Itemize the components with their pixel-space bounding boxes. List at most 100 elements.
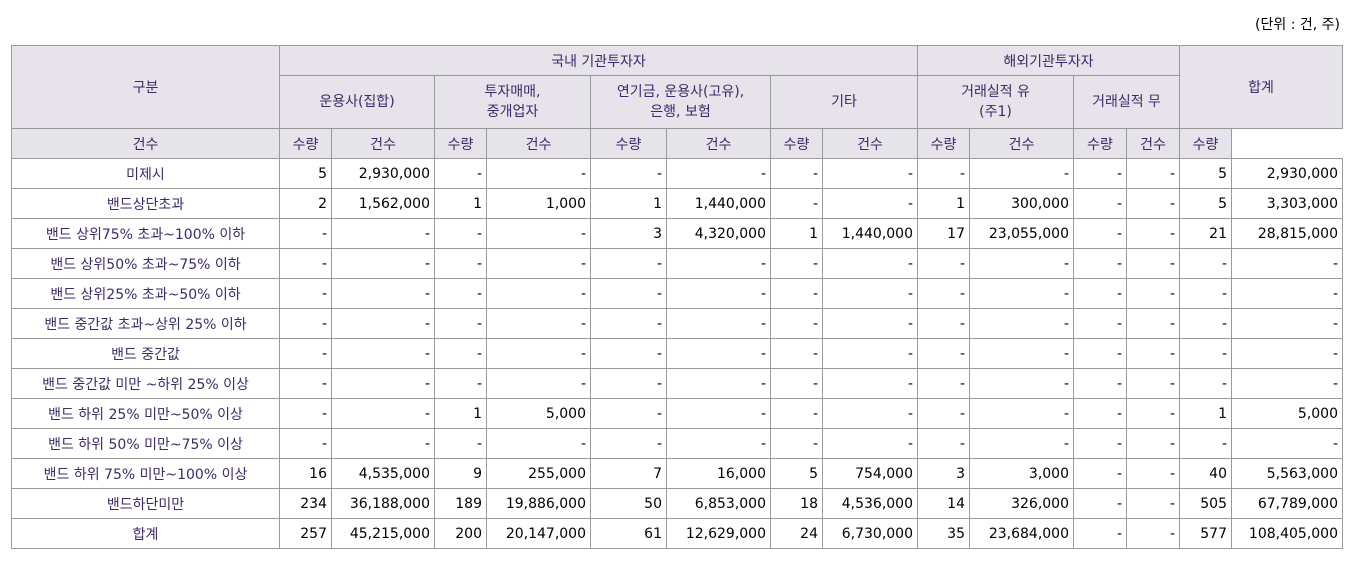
quantity-cell: -: [331, 398, 435, 429]
row-label: 밴드 상위25% 초과~50% 이하: [11, 278, 280, 309]
quantity-cell: -: [1126, 428, 1180, 459]
quantity-cell: -: [1126, 188, 1180, 219]
count-cell: -: [1073, 308, 1127, 339]
quantity-cell: -: [486, 278, 591, 309]
count-cell: 3: [590, 218, 667, 249]
count-cell: -: [1073, 218, 1127, 249]
quantity-cell: 2,930,000: [1231, 158, 1343, 189]
table-row: 밴드 중간값 미만 ~하위 25% 이상 - - - - - - - - - - - - - -: [11, 368, 1343, 399]
quantity-cell: -: [486, 218, 591, 249]
quantity-cell: -: [969, 158, 1074, 189]
quantity-cell: -: [1126, 308, 1180, 339]
quantity-cell: 4,536,000: [822, 488, 918, 519]
row-label: 밴드 하위 50% 미만~75% 이상: [11, 428, 280, 459]
quantity-cell: 16,000: [666, 458, 771, 489]
header-count: 건수: [822, 128, 918, 159]
count-cell: 50: [590, 488, 667, 519]
header-quantity: 수량: [770, 128, 823, 159]
count-cell: -: [770, 368, 823, 399]
count-cell: 9: [434, 458, 487, 489]
header-domestic-investors: 국내 기관투자자: [279, 45, 918, 76]
header-quantity: 수량: [590, 128, 667, 159]
quantity-cell: -: [486, 338, 591, 369]
quantity-cell: -: [1126, 398, 1180, 429]
count-cell: -: [917, 368, 970, 399]
count-cell: 16: [279, 458, 332, 489]
quantity-cell: 4,320,000: [666, 218, 771, 249]
row-label: 밴드 중간값 초과~상위 25% 이하: [11, 308, 280, 339]
count-cell: 505: [1179, 488, 1232, 519]
header-quantity: 수량: [1179, 128, 1232, 159]
quantity-cell: 4,535,000: [331, 458, 435, 489]
count-cell: -: [917, 158, 970, 189]
quantity-cell: -: [666, 428, 771, 459]
count-cell: -: [770, 188, 823, 219]
quantity-cell: 45,215,000: [331, 518, 435, 549]
quantity-cell: -: [1231, 278, 1343, 309]
quantity-cell: -: [666, 368, 771, 399]
quantity-cell: 5,563,000: [1231, 458, 1343, 489]
count-cell: -: [917, 248, 970, 279]
quantity-cell: 255,000: [486, 458, 591, 489]
count-cell: -: [279, 308, 332, 339]
count-cell: 21: [1179, 218, 1232, 249]
quantity-cell: -: [969, 278, 1074, 309]
count-cell: -: [590, 308, 667, 339]
header-group-pension-bank-insurance: 연기금, 운용사(고유), 은행, 보험: [590, 75, 771, 129]
count-cell: -: [770, 398, 823, 429]
row-label: 밴드 중간값: [11, 338, 280, 369]
row-label: 밴드 하위 75% 미만~100% 이상: [11, 458, 280, 489]
quantity-cell: -: [969, 338, 1074, 369]
quantity-cell: -: [331, 218, 435, 249]
count-cell: -: [770, 308, 823, 339]
quantity-cell: -: [822, 338, 918, 369]
quantity-cell: 1,000: [486, 188, 591, 219]
quantity-cell: -: [1126, 368, 1180, 399]
table-row: 밴드 하위 25% 미만~50% 이상 - -1 5,000- - - - - - - -1 5,00…: [11, 398, 1343, 429]
quantity-cell: 23,684,000: [969, 518, 1074, 549]
count-cell: -: [1073, 158, 1127, 189]
header-group-foreign-without-record: 거래실적 무: [1073, 75, 1180, 129]
table-row: 밴드 하위 50% 미만~75% 이상 - - - - - - - - - - - - - -: [11, 428, 1343, 459]
quantity-cell: -: [331, 308, 435, 339]
header-category: 구분: [11, 45, 280, 129]
header-quantity: 수량: [434, 128, 487, 159]
quantity-cell: -: [969, 308, 1074, 339]
count-cell: 3: [917, 458, 970, 489]
count-cell: -: [434, 278, 487, 309]
quantity-cell: -: [969, 248, 1074, 279]
count-cell: 1: [770, 218, 823, 249]
count-cell: 18: [770, 488, 823, 519]
count-cell: 5: [1179, 158, 1232, 189]
quantity-cell: -: [1126, 218, 1180, 249]
count-cell: -: [1073, 428, 1127, 459]
count-cell: -: [590, 278, 667, 309]
quantity-cell: 1,440,000: [822, 218, 918, 249]
header-group-asset-manager: 운용사(집합): [279, 75, 435, 129]
count-cell: -: [590, 398, 667, 429]
quantity-cell: -: [666, 398, 771, 429]
count-cell: -: [279, 338, 332, 369]
count-cell: 35: [917, 518, 970, 549]
header-group-foreign-with-record: 거래실적 유 (주1): [917, 75, 1074, 129]
quantity-cell: -: [822, 158, 918, 189]
count-cell: -: [590, 368, 667, 399]
count-cell: 40: [1179, 458, 1232, 489]
quantity-cell: -: [1126, 458, 1180, 489]
quantity-cell: -: [666, 278, 771, 309]
count-cell: -: [1179, 278, 1232, 309]
quantity-cell: -: [666, 158, 771, 189]
count-cell: -: [1073, 338, 1127, 369]
count-cell: -: [917, 338, 970, 369]
quantity-cell: 3,303,000: [1231, 188, 1343, 219]
count-cell: -: [434, 338, 487, 369]
quantity-cell: -: [1231, 308, 1343, 339]
count-cell: 577: [1179, 518, 1232, 549]
quantity-cell: 1,440,000: [666, 188, 771, 219]
count-cell: -: [279, 248, 332, 279]
quantity-cell: 3,000: [969, 458, 1074, 489]
header-count: 건수: [666, 128, 771, 159]
demand-forecast-table-container: 구분 국내 기관투자자 해외기관투자자 합계 운용사(집합) 투자매매, 중개업자 연…: [11, 45, 1343, 549]
quantity-cell: -: [666, 308, 771, 339]
count-cell: -: [434, 158, 487, 189]
